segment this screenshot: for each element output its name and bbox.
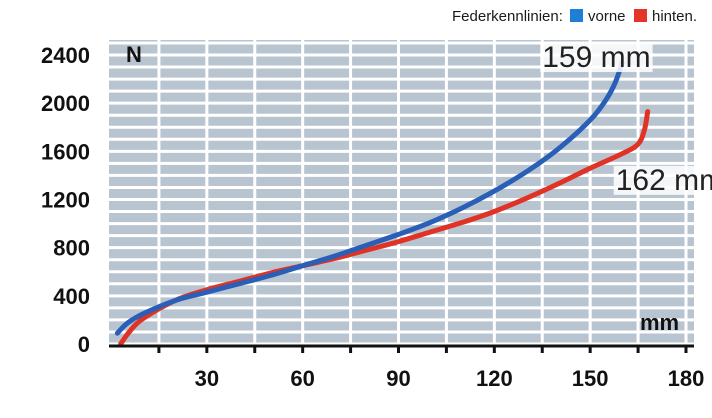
y-tick-label: 2400 [41,43,90,68]
legend: Federkennlinien: vorne hinten. [446,2,712,28]
legend-title: Federkennlinien: [452,8,563,25]
legend-swatch-hinten [634,9,647,22]
x-tick-label: 30 [195,366,219,391]
y-tick-label: 400 [53,284,90,309]
x-tick-labels: 30 60 90 120 150 180 [195,366,705,391]
y-tick-label: 2000 [41,91,90,116]
legend-label-vorne: vorne [588,8,626,25]
y-tick-label: 1600 [41,139,90,164]
y-tick-label: 800 [53,236,90,261]
plot-area [109,40,694,346]
series-layer [114,59,651,347]
x-tick-label: 60 [290,366,314,391]
legend-label-hinten: hinten. [652,8,697,25]
y-tick-labels: 0 400 800 1200 1600 2000 2400 [41,43,90,357]
x-axis [109,344,694,353]
annotation-travel-0: 159 mm [542,41,650,74]
annotation-backing [613,165,712,195]
y-tick-label: 0 [78,332,90,357]
x-tick-label: 90 [386,366,410,391]
annotations: 159 mm 162 mm [540,41,712,197]
y-axis-unit-label: N [126,42,142,67]
annotation-backing [540,43,653,73]
y-tick-label: 1200 [41,188,90,213]
series-line-vorne [114,59,625,336]
legend-swatch-vorne [570,9,583,22]
x-tick-label: 120 [476,366,513,391]
annotation-travel-1: 162 mm [616,164,712,197]
x-axis-unit-label: mm [640,310,679,335]
x-tick-label: 150 [572,366,609,391]
x-tick-label: 180 [668,366,705,391]
